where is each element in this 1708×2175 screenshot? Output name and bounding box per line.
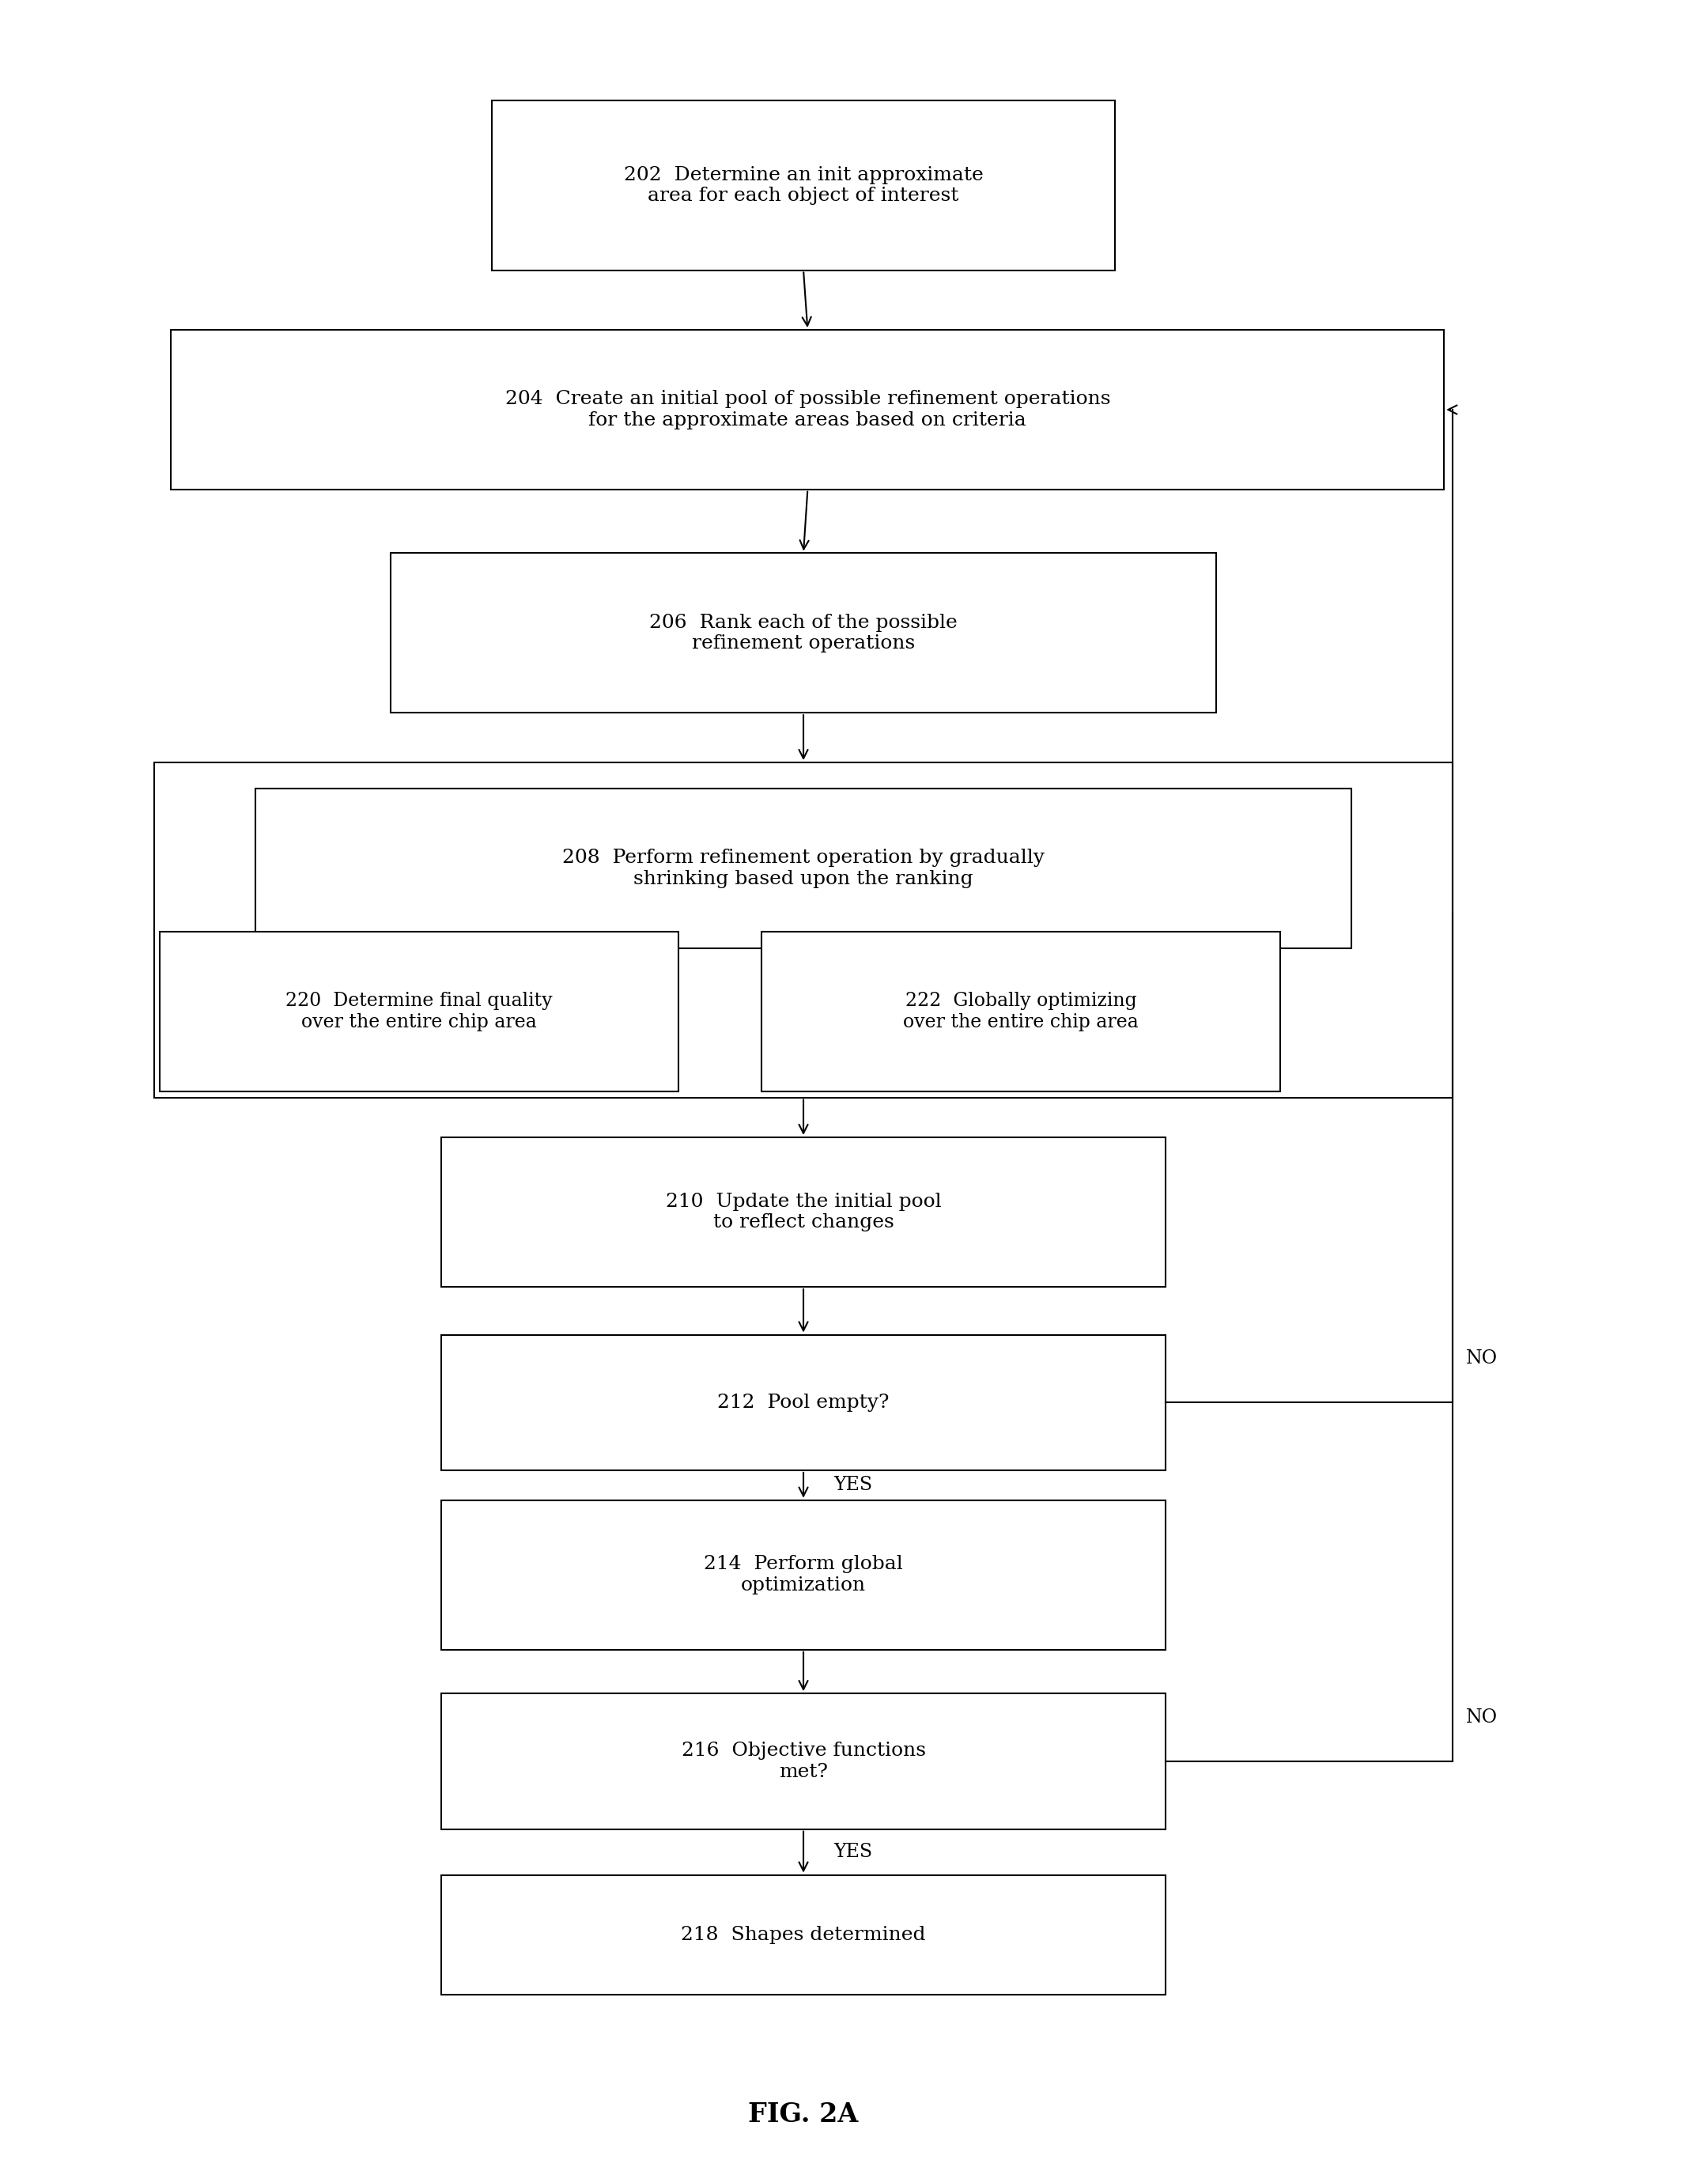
Text: 208  Perform refinement operation by gradually
shrinking based upon the ranking: 208 Perform refinement operation by grad… [562,848,1045,887]
FancyBboxPatch shape [391,552,1216,713]
FancyBboxPatch shape [154,763,1452,1098]
Text: 214  Perform global
optimization: 214 Perform global optimization [704,1555,904,1594]
Text: 222  Globally optimizing
over the entire chip area: 222 Globally optimizing over the entire … [904,992,1139,1031]
Text: 206  Rank each of the possible
refinement operations: 206 Rank each of the possible refinement… [649,613,958,652]
FancyBboxPatch shape [441,1694,1167,1829]
Text: 216  Objective functions
met?: 216 Objective functions met? [681,1742,926,1781]
FancyBboxPatch shape [441,1335,1167,1470]
FancyBboxPatch shape [441,1501,1167,1649]
Text: 210  Update the initial pool
to reflect changes: 210 Update the initial pool to reflect c… [666,1192,941,1231]
Text: NO: NO [1465,1707,1498,1727]
FancyBboxPatch shape [256,790,1351,948]
Text: 204  Create an initial pool of possible refinement operations
for the approximat: 204 Create an initial pool of possible r… [506,389,1110,428]
FancyBboxPatch shape [762,933,1281,1092]
Text: YES: YES [834,1477,873,1494]
Text: NO: NO [1465,1348,1498,1368]
FancyBboxPatch shape [441,1138,1167,1288]
FancyBboxPatch shape [441,1875,1167,1994]
FancyBboxPatch shape [171,331,1443,489]
Text: 202  Determine an init approximate
area for each object of interest: 202 Determine an init approximate area f… [623,165,984,204]
FancyBboxPatch shape [492,100,1115,270]
Text: 218  Shapes determined: 218 Shapes determined [681,1925,926,1944]
Text: FIG. 2A: FIG. 2A [748,2101,859,2127]
Text: 212  Pool empty?: 212 Pool empty? [717,1394,890,1412]
Text: 220  Determine final quality
over the entire chip area: 220 Determine final quality over the ent… [285,992,552,1031]
FancyBboxPatch shape [159,933,678,1092]
Text: YES: YES [834,1842,873,1862]
